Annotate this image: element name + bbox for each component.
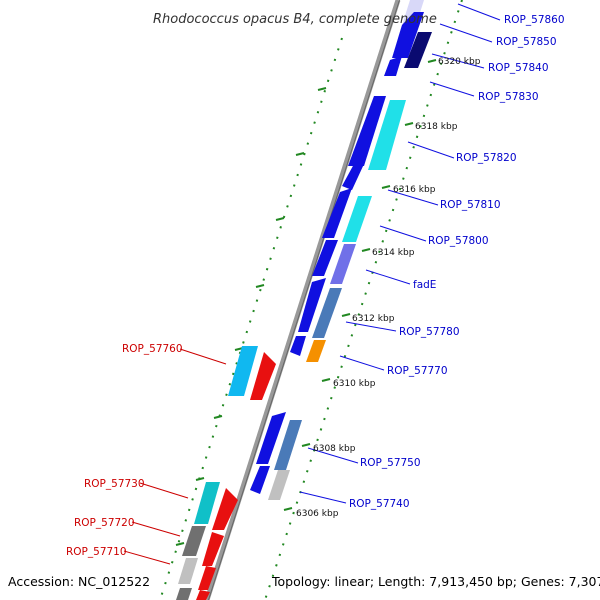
genome-track-edge <box>208 0 400 600</box>
tick-label: 6306 kbp <box>296 509 339 519</box>
gene-57700[interactable] <box>196 590 210 600</box>
gene-label[interactable]: ROP_57760 <box>122 343 183 355</box>
gene-57760-a[interactable] <box>228 346 258 396</box>
topology-text: Topology: linear; Length: 7,913,450 bp; … <box>271 574 600 589</box>
tick-label: 6320 kbp <box>438 57 481 67</box>
gene-57800[interactable] <box>342 196 372 242</box>
gene-57720[interactable] <box>202 532 224 566</box>
gene-57710-a[interactable] <box>178 558 198 584</box>
gene-label[interactable]: ROP_57770 <box>387 365 448 377</box>
gene-label[interactable]: ROP_57800 <box>428 235 489 247</box>
gene-57740-a[interactable] <box>250 466 270 494</box>
gene-57750[interactable] <box>274 420 302 470</box>
gene-label[interactable]: ROP_57810 <box>440 199 501 211</box>
tick-label: 6312 kbp <box>352 314 395 324</box>
tick-marks <box>283 59 437 511</box>
tick-label: 6316 kbp <box>393 185 436 195</box>
gene-label[interactable]: ROP_57730 <box>84 478 145 490</box>
gene-57780[interactable] <box>312 288 342 338</box>
tick-label: 6314 kbp <box>372 248 415 258</box>
reverse-leaders <box>123 348 227 565</box>
gene-57840[interactable] <box>404 32 432 68</box>
gene-57810[interactable] <box>342 164 364 190</box>
accession-text: Accession: NC_012522 <box>8 574 150 589</box>
gene-57750-a[interactable] <box>256 412 286 464</box>
gene-57760[interactable] <box>250 352 276 400</box>
gene-57830[interactable] <box>384 56 402 76</box>
gene-fadE-a[interactable] <box>312 240 338 276</box>
reverse-genes <box>176 346 276 600</box>
gene-57780-a[interactable] <box>298 278 326 332</box>
forward-genes <box>250 0 432 500</box>
gene-57820-a[interactable] <box>348 96 386 166</box>
gene-label[interactable]: ROP_57840 <box>488 62 549 74</box>
tick-label: 6308 kbp <box>313 444 356 454</box>
right-guide-dots <box>264 0 463 600</box>
gene-label[interactable]: ROP_57830 <box>478 91 539 103</box>
gene-57770-a[interactable] <box>290 336 306 356</box>
gene-57720-a[interactable] <box>182 526 206 556</box>
gene-57800-a[interactable] <box>322 188 352 238</box>
gene-57740[interactable] <box>268 470 290 500</box>
gene-fadE[interactable] <box>330 244 356 284</box>
gene-label[interactable]: ROP_57710 <box>66 546 127 558</box>
forward-leaders <box>299 3 501 504</box>
map-title: Rhodococcus opacus B4, complete genome <box>153 12 437 27</box>
gene-57770[interactable] <box>306 340 326 362</box>
gene-label[interactable]: ROP_57850 <box>496 36 557 48</box>
gene-57710[interactable] <box>198 566 216 590</box>
left-tick-marks <box>175 87 327 546</box>
gene-label[interactable]: ROP_57740 <box>349 498 410 510</box>
gene-label[interactable]: ROP_57860 <box>504 14 565 26</box>
gene-57730-a[interactable] <box>194 482 220 524</box>
gene-label[interactable]: fadE <box>413 279 436 291</box>
gene-57820[interactable] <box>368 100 406 170</box>
gene-57700-a[interactable] <box>176 588 192 600</box>
tick-label: 6310 kbp <box>333 379 376 389</box>
gene-57730[interactable] <box>212 488 238 530</box>
genome-track <box>204 0 401 600</box>
gene-label[interactable]: ROP_57720 <box>74 517 135 529</box>
gene-label[interactable]: ROP_57780 <box>399 326 460 338</box>
gene-label[interactable]: ROP_57750 <box>360 457 421 469</box>
tick-label: 6318 kbp <box>415 122 458 132</box>
gene-57850[interactable] <box>392 12 424 58</box>
gene-label[interactable]: ROP_57820 <box>456 152 517 164</box>
